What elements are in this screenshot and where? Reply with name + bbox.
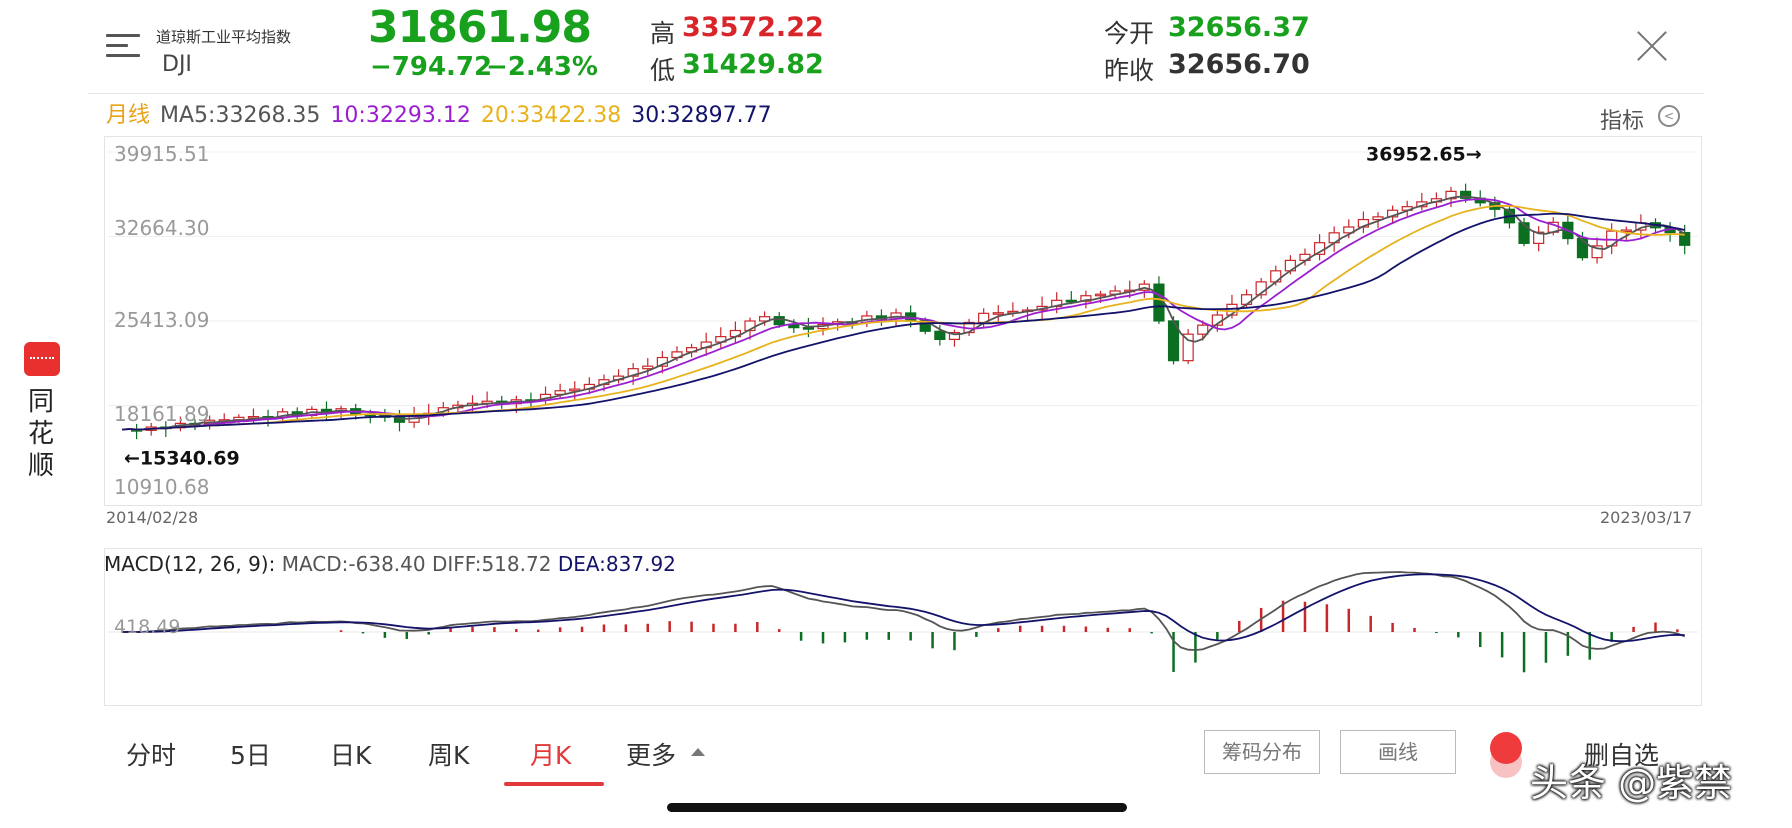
max-label: 36952.65→ — [1366, 144, 1482, 166]
open-value: 32656.37 — [1168, 12, 1310, 43]
candle-down — [1679, 231, 1691, 246]
tab-weekly-k[interactable]: 周K — [428, 741, 470, 770]
candle-up — [1182, 333, 1194, 362]
macd-legend: MACD(12, 26, 9): MACD:-638.40 DIFF:518.7… — [104, 552, 676, 576]
tab-5day[interactable]: 5日 — [230, 741, 271, 770]
candle-up — [1094, 293, 1107, 297]
candle-up — [569, 388, 581, 392]
ma20-line — [121, 204, 1685, 431]
ma30-line — [121, 212, 1685, 431]
header-divider — [88, 93, 1704, 94]
low-label: 低 — [650, 56, 676, 85]
prev-close-value: 32656.70 — [1168, 49, 1310, 80]
end-date-label: 2023/03/17 — [1600, 508, 1693, 527]
y-tick-label: 18161.89 — [114, 402, 210, 426]
high-label: 高 — [650, 19, 676, 48]
app-logo-icon[interactable] — [24, 342, 60, 376]
remove-favorite-button[interactable]: 删自选 — [1584, 741, 1660, 770]
ma20-value: 20:33422.38 — [480, 103, 622, 128]
watermark: 头条 @紫禁 — [1530, 761, 1733, 805]
candle-up — [992, 312, 1004, 315]
ma10-line — [121, 198, 1685, 431]
candle-up — [1620, 229, 1632, 233]
index-code: DJI — [162, 52, 192, 77]
home-indicator[interactable] — [667, 803, 1127, 812]
indicator-button[interactable]: 指标 — [1600, 109, 1645, 134]
draw-line-button[interactable]: 画线 — [1340, 730, 1456, 774]
chevron-left-icon[interactable]: < — [1658, 105, 1680, 127]
candle-up — [1533, 231, 1545, 244]
candle-up — [948, 331, 961, 340]
index-name: 道琼斯工业平均指数 — [156, 28, 292, 46]
tab-monthly-k[interactable]: 月K — [530, 741, 572, 770]
active-tab-indicator — [504, 782, 604, 786]
diff-line — [121, 571, 1686, 651]
diff-value: DIFF:518.72 — [431, 552, 552, 576]
chip-distribution-button[interactable]: 筹码分布 — [1204, 730, 1320, 774]
ma30-value: 30:32897.77 — [631, 103, 772, 128]
favorite-dot-icon[interactable] — [1490, 732, 1522, 764]
ma5-value: MA5:33268.35 — [160, 103, 321, 128]
macd-chart-frame[interactable] — [104, 548, 1702, 706]
app-name: 同花顺 — [28, 387, 55, 481]
macd-zero-tick: 418.49 — [114, 616, 181, 638]
ma-period-label: 月线 — [106, 103, 151, 128]
candle-up — [1343, 226, 1355, 234]
candle-down — [934, 330, 946, 340]
kline-chart-frame[interactable] — [104, 136, 1702, 506]
candle-down — [773, 316, 785, 326]
high-value: 33572.22 — [682, 12, 824, 43]
start-date-label: 2014/02/28 — [106, 508, 199, 527]
open-label: 今开 — [1104, 19, 1155, 48]
y-tick-label: 39915.51 — [114, 142, 210, 166]
y-tick-label: 32664.30 — [114, 216, 210, 240]
prev-close-label: 昨收 — [1104, 56, 1155, 85]
macd-title: MACD(12, 26, 9): — [104, 552, 276, 576]
candle-down — [1576, 237, 1589, 259]
candle-up — [1080, 295, 1092, 302]
menu-icon[interactable] — [106, 32, 140, 60]
candle-up — [1197, 324, 1209, 335]
ma10-value: 10:32293.12 — [330, 103, 471, 128]
tab-daily-k[interactable]: 日K — [330, 741, 372, 770]
macd-value: MACD:-638.40 — [281, 552, 426, 576]
price-change: −794.72 — [370, 52, 493, 82]
ma-legend: 月线 MA5:33268.35 10:32293.12 20:33422.38 30:3… — [106, 97, 782, 129]
last-price: 31861.98 — [368, 2, 592, 53]
low-value: 31429.82 — [682, 49, 824, 80]
candle-down — [1065, 299, 1077, 303]
tab-intraday[interactable]: 分时 — [126, 741, 177, 770]
y-tick-label: 25413.09 — [114, 308, 210, 332]
dea-line — [122, 573, 1685, 643]
candle-up — [642, 365, 654, 370]
candle-up — [759, 316, 771, 322]
candle-down — [1460, 190, 1472, 199]
candle-down — [393, 416, 406, 423]
price-change-percent: −2.43% — [486, 52, 598, 82]
tab-more[interactable]: 更多 — [626, 741, 677, 770]
min-label: ←15340.69 — [124, 447, 240, 469]
caret-up-icon[interactable] — [691, 748, 705, 756]
candle-down — [1518, 222, 1530, 244]
y-tick-label: 10910.68 — [114, 475, 210, 499]
dea-value: DEA:837.92 — [557, 552, 676, 576]
candle-up — [1591, 245, 1603, 259]
candle-down — [320, 408, 333, 412]
